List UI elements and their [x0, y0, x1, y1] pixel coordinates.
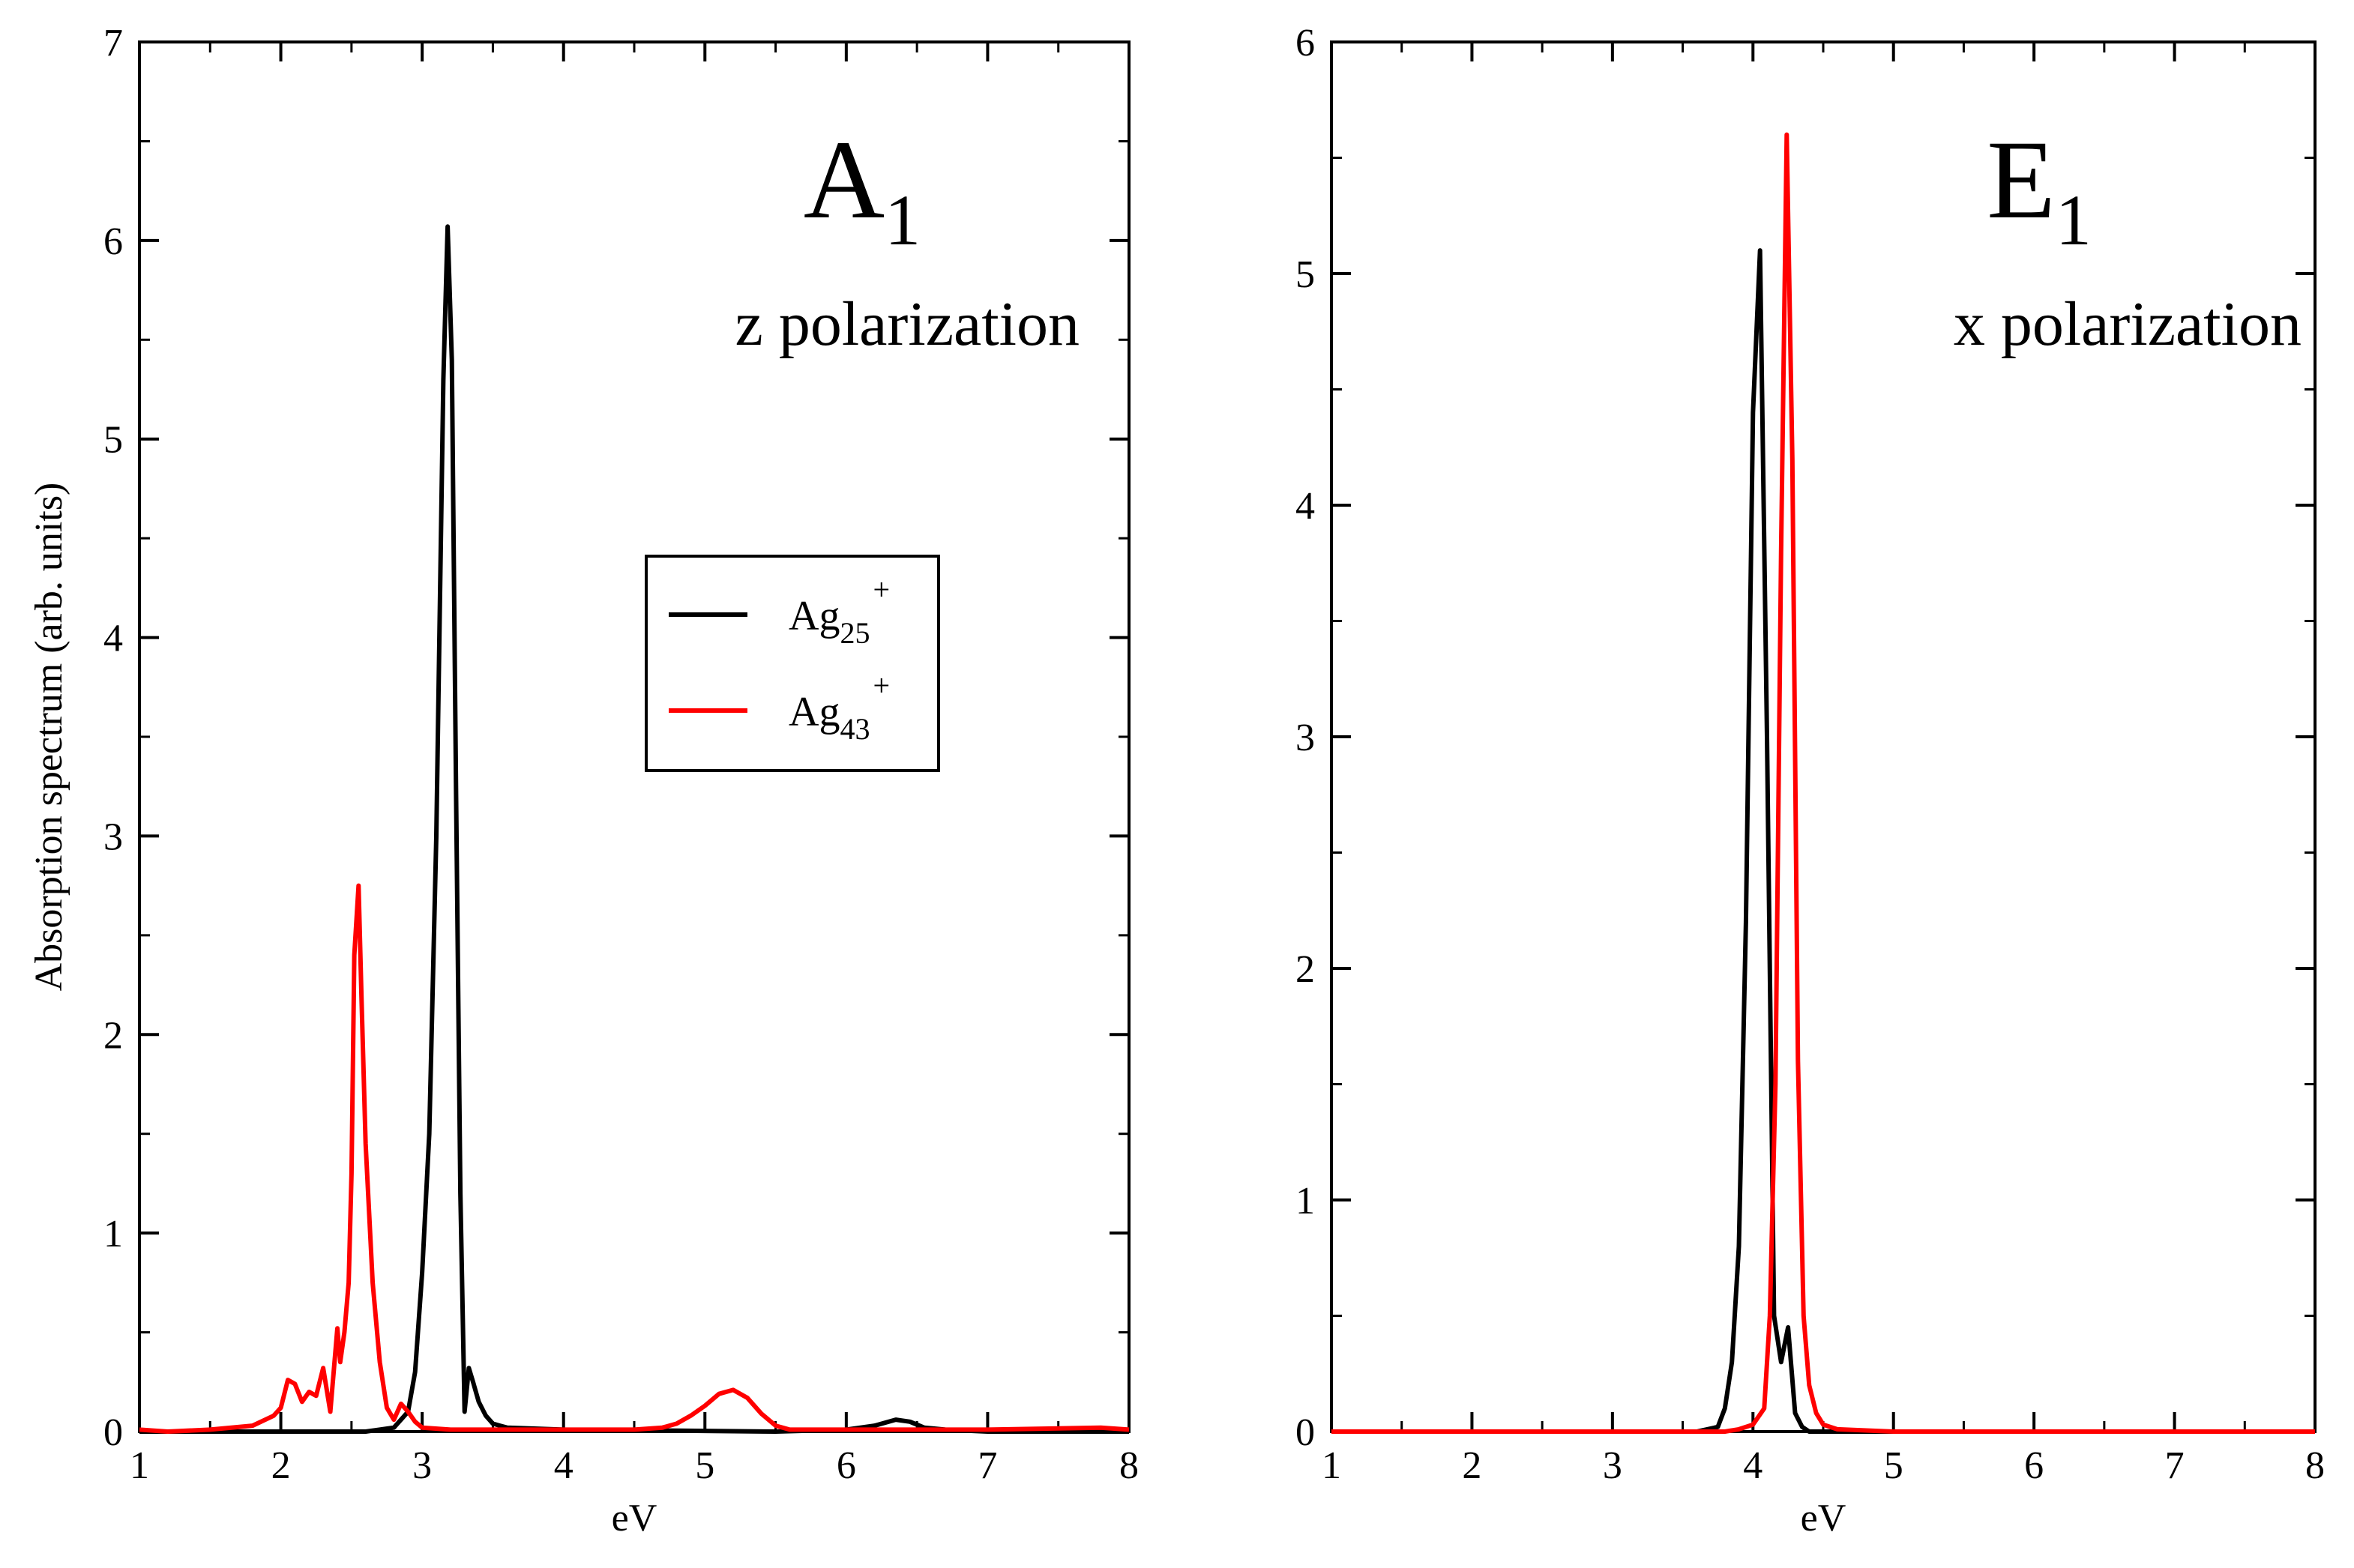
left-y-tick-label: 0: [103, 1411, 123, 1454]
left-y-tick-label: 3: [103, 815, 123, 858]
left-x-tick-label: 2: [271, 1444, 291, 1487]
left-x-tick-label: 7: [978, 1444, 997, 1487]
right-x-tick-label: 3: [1603, 1444, 1622, 1487]
left-x-tick-label: 3: [412, 1444, 432, 1487]
left-polarization-label: z polarization: [735, 289, 1080, 359]
left-x-tick-label: 1: [130, 1444, 149, 1487]
right-y-tick-label: 6: [1295, 22, 1315, 64]
right-y-tick-label: 1: [1295, 1180, 1315, 1222]
left-y-tick-label: 6: [103, 220, 123, 263]
legend-label-superscript: +: [873, 573, 890, 606]
left-x-tick-label: 6: [837, 1444, 856, 1487]
left-y-tick-label: 7: [103, 22, 123, 64]
right-x-tick-label: 5: [1884, 1444, 1903, 1487]
right-series-ag43-line: [1331, 132, 2315, 1434]
left-symmetry-main: A: [804, 118, 885, 242]
left-x-axis-label: eV: [612, 1497, 657, 1540]
right-x-tick-label: 4: [1743, 1444, 1763, 1487]
right-symmetry-main: E: [1987, 118, 2056, 242]
left-series-ag43-line: [139, 883, 1130, 1434]
right-y-tick-label: 2: [1295, 948, 1315, 991]
left-symmetry-label: A1: [804, 118, 921, 260]
legend-label-ag43: Ag43+: [789, 669, 890, 746]
legend-label-ag25: Ag25+: [789, 573, 890, 650]
left-y-tick-label: 1: [103, 1213, 123, 1255]
left-y-tick-label: 2: [103, 1014, 123, 1057]
left-plot-frame: [138, 40, 1131, 1433]
legend: Ag25+Ag43+: [645, 555, 940, 772]
right-y-tick-label: 0: [1295, 1411, 1315, 1454]
right-symmetry-sub: 1: [2056, 180, 2092, 260]
legend-label-base: Ag: [789, 593, 840, 639]
right-x-tick-label: 7: [2165, 1444, 2185, 1487]
right-plot-frame: [1330, 40, 2317, 1433]
right-y-tick-label: 5: [1295, 253, 1315, 296]
left-symmetry-sub: 1: [885, 180, 921, 260]
right-symmetry-label: E1: [1987, 118, 2092, 260]
left-y-tick-label: 5: [103, 419, 123, 462]
right-x-tick-label: 1: [1322, 1444, 1341, 1487]
left-x-tick-label: 4: [554, 1444, 574, 1487]
legend-label-subscript: 43: [840, 712, 870, 746]
left-x-tick-label: 8: [1119, 1444, 1139, 1487]
left-y-tick-label: 4: [103, 618, 123, 660]
legend-box: [645, 555, 940, 772]
legend-label-subscript: 25: [840, 616, 870, 650]
right-x-tick-label: 6: [2024, 1444, 2044, 1487]
right-series-ag25-line: [1331, 248, 2315, 1434]
right-y-tick-label: 4: [1295, 485, 1315, 528]
right-x-tick-label: 2: [1462, 1444, 1481, 1487]
legend-label-base: Ag: [789, 689, 840, 735]
right-x-axis-label: eV: [1801, 1497, 1846, 1540]
right-x-tick-label: 8: [2305, 1444, 2325, 1487]
left-y-axis-label: Absorption spectrum (arb. units): [28, 483, 70, 992]
left-series-ag25-line: [139, 224, 1129, 1434]
right-polarization-label: x polarization: [1954, 289, 2302, 359]
right-y-tick-label: 3: [1295, 717, 1315, 759]
legend-label-superscript: +: [873, 669, 890, 702]
left-x-tick-label: 5: [695, 1444, 714, 1487]
